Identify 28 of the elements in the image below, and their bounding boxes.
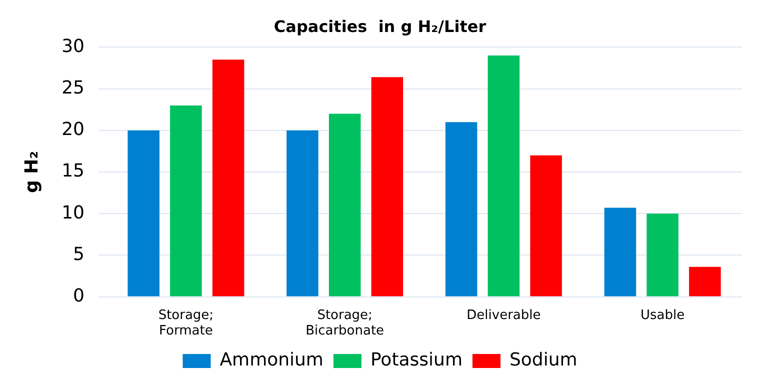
y-tick-label: 0 [73,285,85,306]
chart-title: Capacities in g H₂/Liter [274,16,486,36]
legend-label: Ammonium [220,350,324,371]
y-tick-label: 25 [62,77,85,98]
bar [689,266,721,296]
bar [530,155,562,296]
bar [286,130,318,296]
bar [170,105,202,296]
y-tick-label: 20 [62,119,85,140]
legend-label: Potassium [370,350,462,371]
y-axis-title: g H₂ [21,150,42,194]
bar [371,77,404,296]
y-tick-label: 5 [73,244,85,265]
legend-label: Sodium [509,350,578,371]
y-tick-label: 15 [62,160,85,182]
x-tick-label: Storage; Formate [158,308,214,339]
bar [328,114,361,296]
bar [445,122,478,296]
y-tick-label: 30 [62,36,85,57]
bar [604,208,636,296]
bar [128,130,160,296]
y-tick-label: 10 [62,202,85,224]
x-tick-label: Storage; Bicarbonate [306,308,384,339]
bar [488,56,520,296]
x-tick-label: Deliverable [466,308,541,323]
bar [646,214,678,296]
x-tick-label: Usable [640,308,685,323]
bar [212,60,244,296]
